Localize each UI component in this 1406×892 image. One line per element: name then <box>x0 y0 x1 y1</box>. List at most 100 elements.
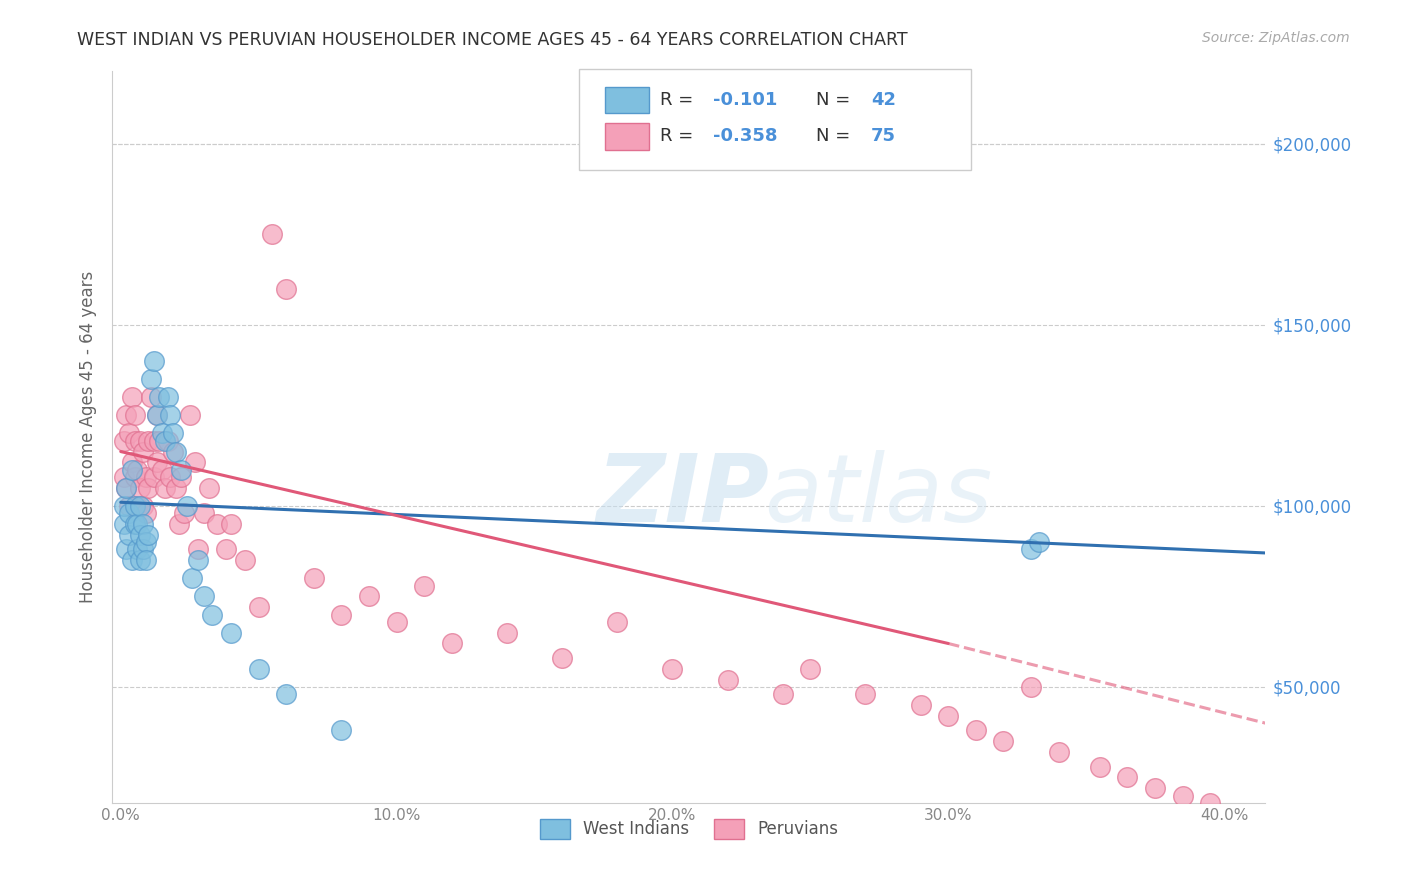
Point <box>165 481 187 495</box>
Point <box>1171 789 1194 803</box>
Point <box>127 499 149 513</box>
Point <box>135 470 157 484</box>
Point <box>1028 535 1050 549</box>
Point <box>150 426 173 441</box>
Point <box>112 499 135 513</box>
Point <box>115 542 138 557</box>
Point <box>385 615 408 629</box>
Point <box>233 553 256 567</box>
Point <box>1019 542 1042 557</box>
Point <box>276 282 298 296</box>
Point <box>124 434 146 448</box>
Point <box>219 625 242 640</box>
Point <box>170 470 193 484</box>
Point <box>139 372 162 386</box>
Point <box>124 499 146 513</box>
Point <box>121 553 143 567</box>
Point <box>150 463 173 477</box>
Point <box>124 470 146 484</box>
Text: atlas: atlas <box>763 450 993 541</box>
Point <box>184 455 207 469</box>
Point <box>132 444 155 458</box>
Point <box>176 499 198 513</box>
Point <box>112 434 135 448</box>
Point <box>115 481 138 495</box>
Point <box>247 600 270 615</box>
Point <box>142 354 165 368</box>
Point <box>276 687 298 701</box>
Point <box>159 409 181 423</box>
Point <box>1199 796 1222 810</box>
Point <box>198 481 221 495</box>
Text: 75: 75 <box>872 128 896 145</box>
Point <box>330 723 353 738</box>
Point <box>138 434 160 448</box>
Text: ZIP: ZIP <box>596 450 769 541</box>
Point <box>138 528 160 542</box>
Point <box>262 227 284 242</box>
Point <box>247 662 270 676</box>
Text: -0.101: -0.101 <box>713 91 778 109</box>
Point <box>127 516 149 531</box>
Point <box>1019 680 1042 694</box>
Point <box>855 687 877 701</box>
Text: R =: R = <box>661 128 699 145</box>
Point <box>302 571 325 585</box>
Point <box>135 553 157 567</box>
Point <box>1047 745 1070 759</box>
Point <box>187 553 209 567</box>
Point <box>118 506 141 520</box>
Text: R =: R = <box>661 91 699 109</box>
Point <box>162 444 184 458</box>
Point <box>145 409 167 423</box>
Point <box>181 571 204 585</box>
Point <box>129 434 152 448</box>
Point <box>179 409 201 423</box>
Point <box>1116 771 1139 785</box>
Point <box>112 470 135 484</box>
FancyBboxPatch shape <box>605 87 648 113</box>
Point <box>118 528 141 542</box>
Point <box>135 506 157 520</box>
Point <box>440 636 463 650</box>
Point <box>115 409 138 423</box>
Y-axis label: Householder Income Ages 45 - 64 years: Householder Income Ages 45 - 64 years <box>79 271 97 603</box>
Point <box>193 590 215 604</box>
Point <box>127 542 149 557</box>
Point <box>193 506 215 520</box>
Point <box>993 734 1015 748</box>
Point <box>124 516 146 531</box>
Point <box>112 516 135 531</box>
Point <box>142 470 165 484</box>
Point <box>121 463 143 477</box>
Point <box>127 463 149 477</box>
Point <box>165 444 187 458</box>
Point <box>142 434 165 448</box>
FancyBboxPatch shape <box>605 123 648 150</box>
Point <box>132 542 155 557</box>
Point <box>124 409 146 423</box>
Point <box>1144 781 1167 796</box>
Text: 42: 42 <box>872 91 896 109</box>
Point <box>910 698 932 712</box>
Point <box>156 390 179 404</box>
Point <box>139 390 162 404</box>
Text: N =: N = <box>815 128 856 145</box>
Text: Source: ZipAtlas.com: Source: ZipAtlas.com <box>1202 31 1350 45</box>
Point <box>132 499 155 513</box>
Point <box>1088 759 1111 773</box>
Legend: West Indians, Peruvians: West Indians, Peruvians <box>533 812 845 846</box>
Point <box>170 463 193 477</box>
Point <box>118 426 141 441</box>
Point <box>936 709 959 723</box>
Point <box>135 535 157 549</box>
Point <box>1240 817 1263 831</box>
Point <box>219 516 242 531</box>
Point <box>153 481 176 495</box>
Point <box>413 578 436 592</box>
Point <box>330 607 353 622</box>
Point <box>606 615 628 629</box>
Point <box>357 590 380 604</box>
Point <box>772 687 794 701</box>
Point <box>167 516 190 531</box>
